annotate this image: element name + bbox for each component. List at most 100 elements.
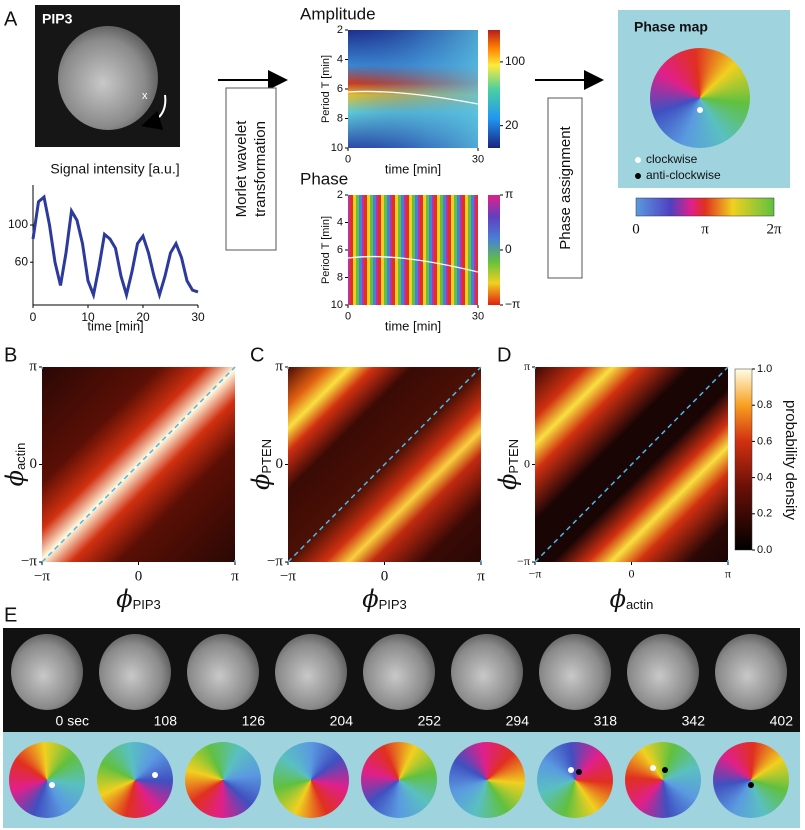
x-tick-label: −π <box>529 566 542 580</box>
axis-label: ϕactin <box>1 443 29 487</box>
panel-label: E <box>4 604 17 626</box>
time-label: 0 sec <box>56 713 89 729</box>
colorbar-tick-label: π <box>701 221 709 237</box>
x-tick-label: 0 <box>30 310 37 324</box>
method-box <box>225 87 277 251</box>
x-tick-label: −π <box>34 568 50 584</box>
chart-title: Amplitude <box>300 4 376 23</box>
time-label: 204 <box>330 713 354 729</box>
y-tick-label: −π <box>21 553 37 569</box>
singularity-dot <box>576 769 582 775</box>
colorbar <box>734 368 753 551</box>
x-tick-label: π <box>231 568 239 584</box>
x-tick-label: 0 <box>345 311 351 323</box>
axis-symbol: ϕ <box>1 470 29 486</box>
cell <box>363 634 435 710</box>
y-tick-label: −π <box>517 554 530 568</box>
y-tick-label: 0 <box>30 456 38 472</box>
phase-map-title: Phase map <box>634 19 708 35</box>
singularity-dot <box>697 107 703 113</box>
axis-label: time [min] <box>87 318 143 333</box>
colorbar <box>635 197 775 217</box>
y-tick-label: 6 <box>337 83 343 95</box>
panel-label: D <box>497 344 511 366</box>
x-tick-label: 0 <box>135 568 143 584</box>
axis-label: Period T [min] <box>320 55 332 123</box>
axis-label: Period T [min] <box>320 216 332 284</box>
phase-map <box>273 742 349 818</box>
rotation-arrow <box>141 94 167 130</box>
axis-label: ϕactin <box>610 585 654 613</box>
colorbar-tick-label: 2π <box>766 221 782 237</box>
cell <box>99 634 171 710</box>
y-tick-label: 2 <box>337 189 343 201</box>
y-tick-label: π <box>524 359 530 373</box>
ridge <box>347 255 479 273</box>
colorbar-tick-label: 1.0 <box>757 363 772 375</box>
colorbar-tick-label: 0.2 <box>757 508 772 520</box>
legend-dot <box>635 173 641 179</box>
axis-subscript: PTEN <box>506 439 521 474</box>
legend-dot <box>635 157 641 163</box>
phase-map <box>361 742 437 818</box>
x-tick-label: 10 <box>81 310 95 324</box>
cell <box>539 634 611 710</box>
phase-map <box>713 742 789 818</box>
y-tick-label: 0 <box>524 456 530 470</box>
panel-label: B <box>4 344 17 366</box>
y-tick-label: 8 <box>337 112 343 124</box>
colorbar <box>488 30 500 148</box>
y-tick-label: 4 <box>337 53 343 65</box>
time-label: 126 <box>242 713 266 729</box>
x-tick-label: π <box>477 568 485 584</box>
y-tick-label: π <box>29 358 37 374</box>
cell <box>275 634 347 710</box>
axis-label: ϕPTEN <box>494 439 522 490</box>
colorbar-tick-label: 0 <box>632 221 640 237</box>
colorbar-tick-label: −π <box>505 297 520 311</box>
colorbar-tick-label: 0.6 <box>757 435 772 447</box>
axis-symbol: ϕ <box>494 474 522 490</box>
phase-map <box>537 742 613 818</box>
axis-label: ϕPIP3 <box>116 585 161 613</box>
x-tick-label: 20 <box>136 310 150 324</box>
time-label: 294 <box>506 713 530 729</box>
x-tick-label: 0 <box>381 568 389 584</box>
chart-title: Signal intensity [a.u.] <box>50 161 179 177</box>
y-tick-label: 10 <box>331 142 343 154</box>
cell <box>627 634 699 710</box>
axis-label: time [min] <box>385 318 441 333</box>
singularity-dot <box>568 767 574 773</box>
axis-symbol: ϕ <box>362 585 378 613</box>
axis-subscript: actin <box>626 597 653 612</box>
x-tick-label: 0 <box>629 566 635 580</box>
time-label: 318 <box>594 713 618 729</box>
x-tick-label: π <box>725 566 731 580</box>
phase-map <box>449 742 525 818</box>
singularity-dot <box>650 765 656 771</box>
y-tick-label: 2 <box>337 24 343 36</box>
x-tick-label: 30 <box>191 310 205 324</box>
axis-subscript: PIP3 <box>133 597 161 612</box>
method-text: Morlet wavelet <box>233 120 250 218</box>
axis-symbol: ϕ <box>247 474 275 490</box>
axis-label: time [min] <box>385 161 441 176</box>
x-tick-label: 0 <box>345 154 351 166</box>
chart-title: Phase <box>300 169 348 188</box>
ridge <box>347 90 479 105</box>
reference-line <box>287 366 482 563</box>
method-text: transformation <box>252 121 269 217</box>
cell <box>715 634 787 710</box>
time-label: 342 <box>682 713 706 729</box>
phase-map <box>9 742 85 818</box>
heatmap-image <box>348 30 478 148</box>
x-tick-label: 30 <box>472 311 484 323</box>
axis-subscript: PIP3 <box>379 597 407 612</box>
axis-subscript: actin <box>13 443 28 470</box>
phase-map <box>97 742 173 818</box>
phase-map <box>185 742 261 818</box>
x-tick-label: 30 <box>472 154 484 166</box>
panel-label: A <box>4 8 18 30</box>
reference-line <box>41 366 236 563</box>
